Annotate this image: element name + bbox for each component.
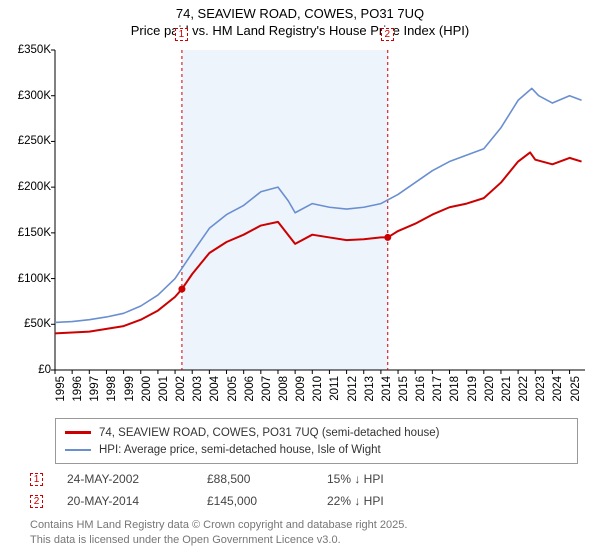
transaction-price: £145,000 [207, 494, 327, 508]
y-axis: £0£50K£100K£150K£200K£250K£300K£350K [0, 50, 55, 370]
transaction-row: 1 24-MAY-2002£88,50015% ↓ HPI [30, 468, 585, 490]
x-tick-label: 2023 [535, 376, 547, 402]
x-tick-label: 2006 [244, 376, 256, 402]
transaction-row: 2 20-MAY-2014£145,00022% ↓ HPI [30, 490, 585, 512]
x-tick-label: 2007 [261, 376, 273, 402]
sale-marker-flag: 1 [175, 28, 188, 41]
x-axis: 1995 1996 1997 1998 1999 2000 2001 2002 2003 2004… [55, 370, 585, 420]
page-container: 74, SEAVIEW ROAD, COWES, PO31 7UQ Price … [0, 0, 600, 560]
transaction-date: 20-MAY-2014 [67, 494, 207, 508]
x-tick-label: 2005 [227, 376, 239, 402]
x-tick-label: 1999 [124, 376, 136, 402]
chart-area: 12 [55, 50, 585, 370]
transaction-price: £88,500 [207, 472, 327, 486]
x-tick-label: 2021 [501, 376, 513, 402]
x-tick-label: 2016 [415, 376, 427, 402]
x-tick-label: 2001 [158, 376, 170, 402]
legend-row: HPI: Average price, semi-detached house,… [65, 441, 568, 458]
transactions-table: 1 24-MAY-2002£88,50015% ↓ HPI 2 20-MAY-2014… [30, 468, 585, 512]
transaction-date: 24-MAY-2002 [67, 472, 207, 486]
y-tick-label: £150K [18, 227, 51, 239]
x-tick-label: 2012 [347, 376, 359, 402]
x-tick-label: 2022 [518, 376, 530, 402]
legend-label: HPI: Average price, semi-detached house,… [99, 444, 381, 456]
legend-swatch [65, 449, 91, 451]
transaction-marker-id: 1 [30, 473, 43, 486]
x-tick-label: 2011 [329, 376, 341, 401]
title-subtitle: Price paid vs. HM Land Registry's House … [0, 23, 600, 40]
x-tick-label: 1997 [89, 376, 101, 402]
x-tick-label: 2020 [484, 376, 496, 402]
chart-svg [50, 48, 590, 378]
x-tick-label: 2018 [449, 376, 461, 402]
x-tick-label: 2017 [432, 376, 444, 402]
y-tick-label: £50K [24, 318, 51, 330]
sale-marker-flag: 2 [381, 28, 394, 41]
x-tick-label: 2025 [570, 376, 582, 402]
y-tick-label: £200K [18, 181, 51, 193]
x-tick-label: 1998 [106, 376, 118, 402]
title-address: 74, SEAVIEW ROAD, COWES, PO31 7UQ [0, 6, 600, 23]
transaction-delta: 22% ↓ HPI [327, 494, 384, 508]
x-tick-label: 2003 [192, 376, 204, 402]
x-tick-label: 2002 [175, 376, 187, 402]
x-tick-label: 2019 [467, 376, 479, 402]
y-tick-label: £300K [18, 90, 51, 102]
legend-row: 74, SEAVIEW ROAD, COWES, PO31 7UQ (semi-… [65, 424, 568, 441]
footnote-copyright: Contains HM Land Registry data © Crown c… [30, 518, 585, 533]
x-tick-label: 2000 [141, 376, 153, 402]
x-tick-label: 2024 [552, 376, 564, 402]
title-block: 74, SEAVIEW ROAD, COWES, PO31 7UQ Price … [0, 0, 600, 40]
y-tick-label: £250K [18, 135, 51, 147]
y-tick-label: £100K [18, 273, 51, 285]
legend: 74, SEAVIEW ROAD, COWES, PO31 7UQ (semi-… [55, 418, 578, 464]
x-tick-label: 2008 [278, 376, 290, 402]
footnote-licence: This data is licensed under the Open Gov… [30, 533, 585, 548]
transaction-delta: 15% ↓ HPI [327, 472, 384, 486]
legend-swatch [65, 431, 91, 434]
x-tick-label: 2009 [295, 376, 307, 402]
transaction-marker-id: 2 [30, 495, 43, 508]
x-tick-label: 2004 [209, 376, 221, 402]
y-tick-label: £350K [18, 44, 51, 56]
x-tick-label: 2015 [398, 376, 410, 402]
x-tick-label: 2014 [381, 376, 393, 402]
legend-label: 74, SEAVIEW ROAD, COWES, PO31 7UQ (semi-… [99, 427, 439, 439]
x-tick-label: 1995 [55, 376, 67, 402]
x-tick-label: 2010 [312, 376, 324, 402]
x-tick-label: 1996 [72, 376, 84, 402]
x-tick-label: 2013 [364, 376, 376, 402]
footnote: Contains HM Land Registry data © Crown c… [30, 518, 585, 548]
